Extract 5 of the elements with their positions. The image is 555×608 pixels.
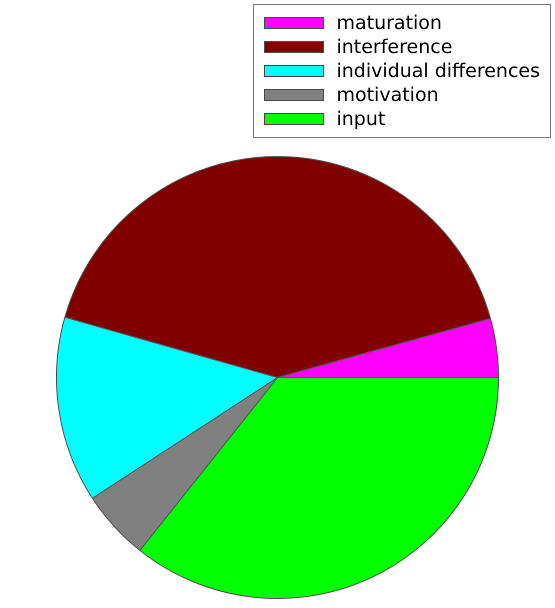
legend-label: individual differences	[336, 59, 540, 83]
legend-label: input	[336, 107, 386, 131]
legend-label: interference	[336, 35, 452, 59]
legend-label: motivation	[336, 83, 439, 107]
legend-label: maturation	[336, 11, 442, 35]
